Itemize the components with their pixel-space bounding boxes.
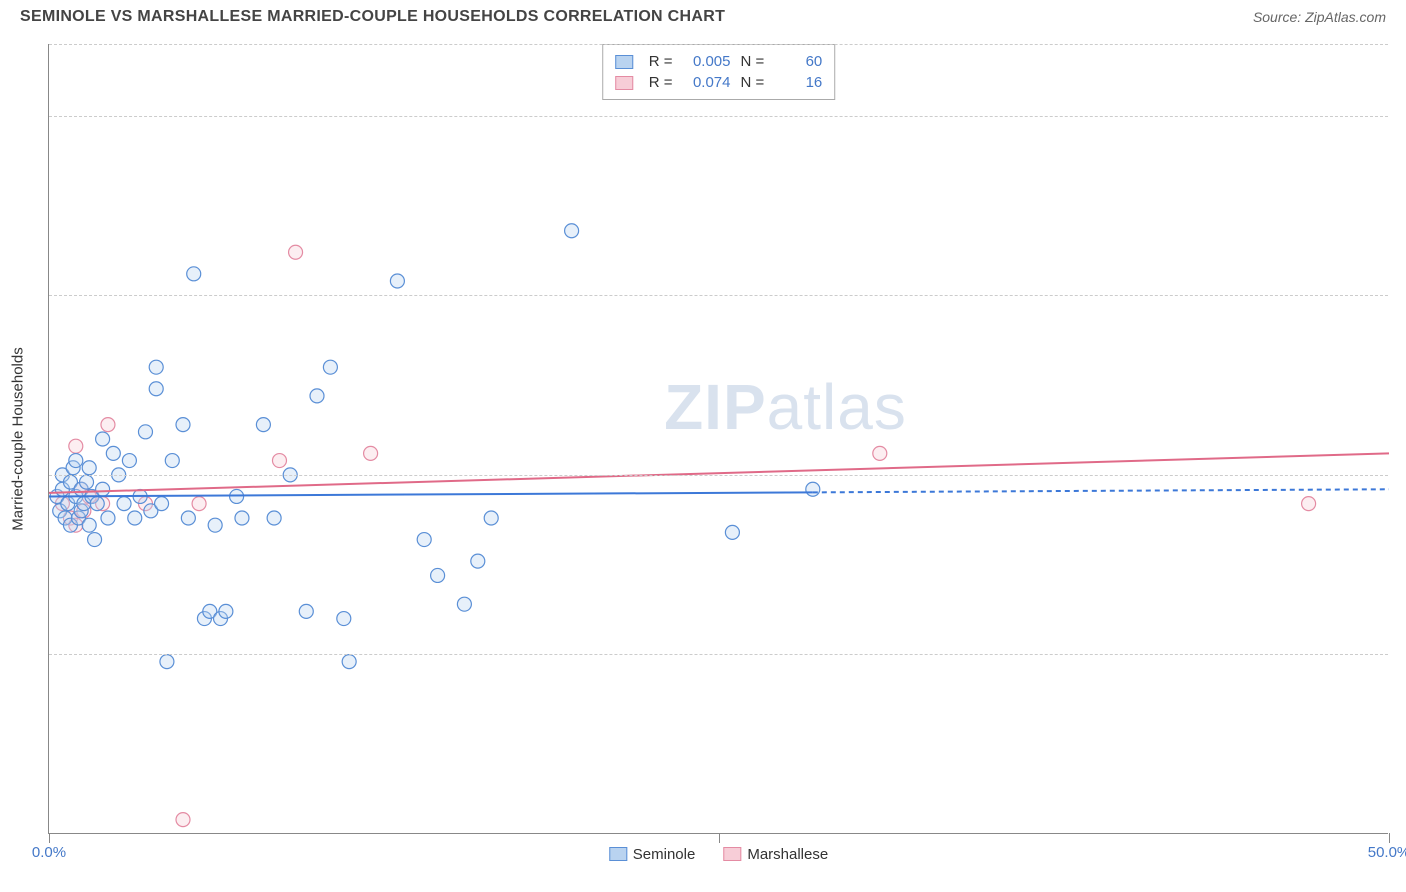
plot-area: ZIPatlas R = 0.005 N = 60 R = 0.074 N = … xyxy=(48,44,1388,834)
trend-line xyxy=(49,453,1389,493)
r-label: R = xyxy=(649,53,673,70)
data-point xyxy=(149,382,163,396)
data-point xyxy=(165,454,179,468)
x-tick-label: 50.0% xyxy=(1368,844,1406,861)
data-point xyxy=(176,813,190,827)
source-label: Source: ZipAtlas.com xyxy=(1253,9,1386,25)
data-point xyxy=(323,360,337,374)
data-point xyxy=(219,604,233,618)
data-point xyxy=(192,497,206,511)
data-point xyxy=(471,554,485,568)
data-point xyxy=(138,425,152,439)
series-legend: Seminole Marshallese xyxy=(609,846,828,863)
y-axis-label: Married-couple Households xyxy=(10,347,27,530)
data-point xyxy=(187,267,201,281)
data-point xyxy=(337,612,351,626)
data-point xyxy=(181,511,195,525)
data-point xyxy=(69,454,83,468)
n-label: N = xyxy=(741,74,765,91)
trend-line xyxy=(49,492,813,496)
marshallese-label: Marshallese xyxy=(747,846,828,863)
chart-header: SEMINOLE VS MARSHALLESE MARRIED-COUPLE H… xyxy=(0,0,1406,30)
data-point xyxy=(88,533,102,547)
stats-legend: R = 0.005 N = 60 R = 0.074 N = 16 xyxy=(602,44,836,100)
data-point xyxy=(101,511,115,525)
y-tick-label: 100.0% xyxy=(1398,107,1406,124)
data-point xyxy=(484,511,498,525)
gridline xyxy=(49,44,1388,45)
scatter-plot-svg xyxy=(49,44,1388,833)
data-point xyxy=(96,432,110,446)
gridline xyxy=(49,654,1388,655)
y-tick-label: 75.0% xyxy=(1398,287,1406,304)
data-point xyxy=(806,482,820,496)
data-point xyxy=(208,518,222,532)
data-point xyxy=(82,518,96,532)
marshallese-n-value: 16 xyxy=(774,74,822,91)
legend-item-marshallese: Marshallese xyxy=(723,846,828,863)
seminole-label: Seminole xyxy=(633,846,696,863)
legend-item-seminole: Seminole xyxy=(609,846,696,863)
data-point xyxy=(80,475,94,489)
data-point xyxy=(101,418,115,432)
marshallese-r-value: 0.074 xyxy=(683,74,731,91)
chart-title: SEMINOLE VS MARSHALLESE MARRIED-COUPLE H… xyxy=(20,8,725,26)
data-point xyxy=(417,533,431,547)
data-point xyxy=(342,655,356,669)
gridline xyxy=(49,475,1388,476)
data-point xyxy=(106,446,120,460)
trend-line xyxy=(813,489,1389,492)
marshallese-swatch-icon xyxy=(615,76,633,90)
data-point xyxy=(256,418,270,432)
seminole-swatch-icon xyxy=(609,847,627,861)
data-point xyxy=(128,511,142,525)
data-point xyxy=(117,497,131,511)
data-point xyxy=(69,439,83,453)
seminole-n-value: 60 xyxy=(774,53,822,70)
data-point xyxy=(390,274,404,288)
data-point xyxy=(122,454,136,468)
data-point xyxy=(289,245,303,259)
x-tick-label: 0.0% xyxy=(32,844,66,861)
marshallese-swatch-icon xyxy=(723,847,741,861)
seminole-r-value: 0.005 xyxy=(683,53,731,70)
data-point xyxy=(235,511,249,525)
data-point xyxy=(1302,497,1316,511)
data-point xyxy=(364,446,378,460)
source-name: ZipAtlas.com xyxy=(1305,9,1386,25)
stats-row-marshallese: R = 0.074 N = 16 xyxy=(615,72,823,93)
data-point xyxy=(431,568,445,582)
data-point xyxy=(90,497,104,511)
data-point xyxy=(82,461,96,475)
data-point xyxy=(160,655,174,669)
data-point xyxy=(155,497,169,511)
y-tick-label: 50.0% xyxy=(1398,466,1406,483)
data-point xyxy=(725,525,739,539)
y-tick-label: 25.0% xyxy=(1398,646,1406,663)
gridline xyxy=(49,116,1388,117)
x-tick xyxy=(1389,833,1390,843)
gridline xyxy=(49,295,1388,296)
x-tick xyxy=(719,833,720,843)
data-point xyxy=(149,360,163,374)
data-point xyxy=(272,454,286,468)
data-point xyxy=(267,511,281,525)
x-tick xyxy=(49,833,50,843)
source-prefix: Source: xyxy=(1253,9,1305,25)
data-point xyxy=(873,446,887,460)
data-point xyxy=(176,418,190,432)
seminole-swatch-icon xyxy=(615,55,633,69)
chart-area: Married-couple Households ZIPatlas R = 0… xyxy=(48,44,1388,834)
data-point xyxy=(96,482,110,496)
stats-row-seminole: R = 0.005 N = 60 xyxy=(615,51,823,72)
r-label: R = xyxy=(649,74,673,91)
data-point xyxy=(299,604,313,618)
data-point xyxy=(565,224,579,238)
data-point xyxy=(457,597,471,611)
data-point xyxy=(310,389,324,403)
n-label: N = xyxy=(741,53,765,70)
